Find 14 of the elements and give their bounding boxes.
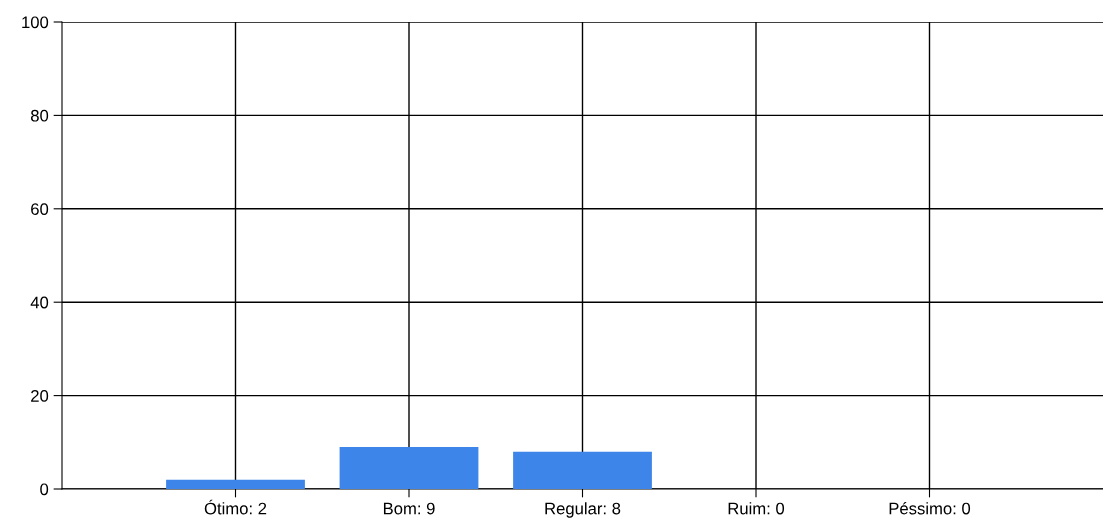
x-tick-label: Bom: 9 [383, 502, 435, 515]
y-tick-label: 0 [40, 483, 49, 496]
x-tick-label: Ótimo: 2 [204, 499, 267, 515]
y-tick-label: 60 [31, 203, 49, 215]
x-tick-label: Péssimo: 0 [889, 502, 971, 515]
bar [339, 446, 479, 489]
bar [166, 479, 305, 489]
y-tick-label: 80 [30, 109, 49, 122]
x-tick-label: Ruim: 0 [728, 502, 785, 515]
y-tick-label: 40 [30, 296, 49, 309]
y-tick-label: 20 [31, 390, 49, 402]
x-tick-label: Regular: 8 [545, 502, 621, 518]
y-tick-label: 100 [22, 16, 49, 29]
bar [513, 451, 652, 489]
